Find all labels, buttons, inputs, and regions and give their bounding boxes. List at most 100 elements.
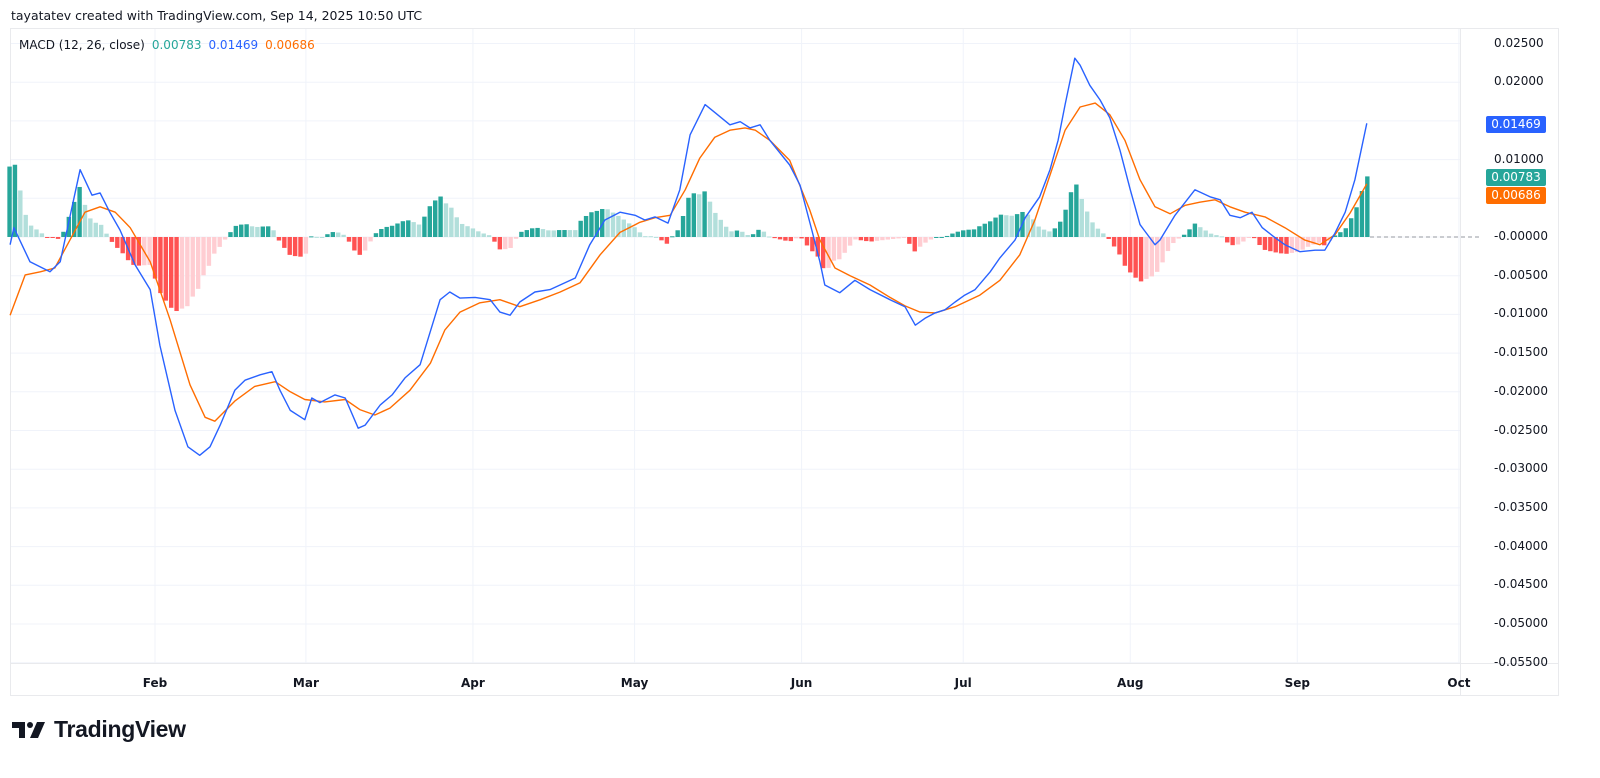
histogram-bar [675,230,680,237]
tradingview-logo-icon [12,721,45,738]
x-tick-label: May [620,676,649,690]
histogram-bar [400,221,406,237]
histogram-bar [1214,235,1219,237]
histogram-bar [670,236,675,238]
histogram-bar [50,237,55,238]
histogram-bar [330,232,336,237]
histogram-bar [476,231,481,237]
histogram-bar [422,216,427,237]
histogram-bar [1354,207,1359,237]
histogram-bar [45,237,50,238]
histogram-bar [1111,237,1117,247]
histogram-bar [1004,215,1009,237]
histogram-bar [1165,237,1171,252]
signal-price-tag: 0.00686 [1486,187,1546,204]
histogram-bar [158,237,163,294]
histogram-bar [1241,237,1246,242]
histogram-bar [1079,198,1084,237]
histogram-bar [508,237,513,248]
histogram-bar [115,237,120,248]
histogram-bar [702,191,707,237]
histogram-bar [1047,231,1052,237]
histogram-bar [1348,218,1354,237]
histogram-bar [1278,237,1284,254]
histogram-bar [820,237,826,269]
histogram-bar [34,229,39,237]
histogram-bar [1090,222,1095,237]
histogram-bar [147,237,152,265]
histogram-bar [998,214,1004,237]
x-tick-label: Jul [954,676,972,690]
y-tick-label: -0.02500 [1494,422,1548,437]
histogram-bar [185,237,190,307]
histogram-bar [298,237,303,257]
histogram-bar [1273,237,1278,253]
histogram-bar [686,197,691,237]
tradingview-logo[interactable]: TradingView [12,716,186,743]
histogram-bar [772,237,777,239]
histogram-bar [395,223,400,237]
x-tick-label: Mar [292,676,319,690]
histogram-bar [1181,234,1187,237]
histogram-bar [1316,237,1322,243]
histogram-bar [1101,233,1106,237]
histogram-bar [605,209,610,237]
histogram-bar [260,226,265,237]
histogram-bar [319,236,325,238]
histogram-bar [357,237,362,255]
histogram-bar [923,237,928,243]
histogram-bar [152,237,158,279]
histogram-bar [896,237,901,239]
histogram-bar [734,230,740,237]
y-tick-label: -0.03000 [1494,461,1548,476]
histogram-bar [1149,237,1155,277]
histogram-bar [1235,237,1241,245]
histogram-bar [858,237,864,241]
histogram-bar [777,237,783,240]
y-tick-label: -0.00000 [1494,229,1548,243]
histogram-bar [244,224,249,237]
histogram-bar [1106,237,1111,239]
histogram-bar [950,233,955,237]
histogram-bar [1052,228,1058,237]
histogram-bar [804,237,810,246]
histogram-bar [454,217,459,237]
histogram-bar [939,236,944,238]
histogram-bar [1257,237,1262,246]
indicator-legend[interactable]: MACD (12, 26, close) 0.00783 0.01469 0.0… [19,38,315,52]
histogram-bar [1305,237,1311,247]
histogram-bar [61,231,66,237]
histogram-bar [750,234,756,237]
histogram-bar [18,190,23,237]
histogram-bar [481,233,486,237]
histogram-bar [729,231,734,237]
histogram-bar [433,200,438,237]
histogram-bar [1084,211,1090,237]
brand-name: TradingView [54,716,186,742]
histogram-bar [632,227,637,237]
histogram-bar [723,226,729,237]
histogram-bar [767,236,772,238]
histogram-bar [535,227,540,237]
histogram-bar [271,230,276,237]
histogram-bar [346,237,352,242]
histogram-bar [314,236,319,238]
x-tick-label: Feb [142,676,168,690]
histogram-bar [1014,214,1020,237]
x-tick-label: Sep [1284,676,1310,690]
histogram-bar [901,237,907,238]
histogram-bar [761,231,767,237]
histogram-bar [325,234,330,237]
histogram-bar [136,237,142,266]
histogram-bar [955,231,961,237]
histogram-bar [1122,237,1128,266]
chart-frame [10,28,1559,696]
histogram-bar [917,237,923,247]
signal-legend-value: 0.00686 [265,38,315,52]
histogram-bar [82,204,88,237]
histogram-bar [583,215,589,237]
histogram-bar [831,237,837,261]
histogram-bar [276,237,282,241]
histogram-bar [1068,192,1074,237]
